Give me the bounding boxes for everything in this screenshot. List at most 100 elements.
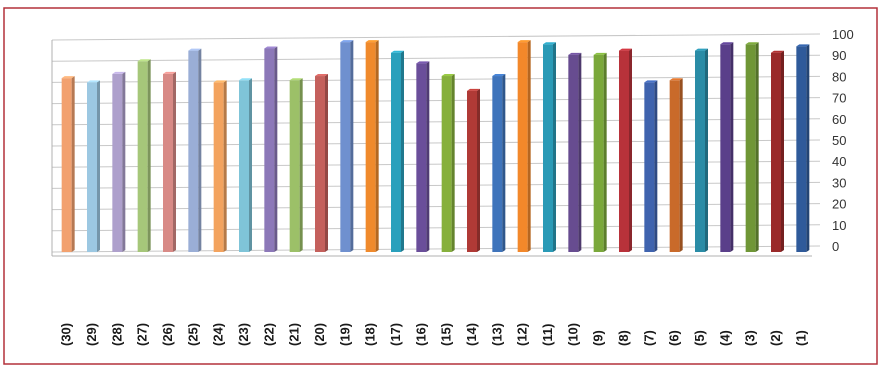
bar — [112, 73, 123, 252]
gridline — [51, 160, 821, 168]
bar-(21) — [289, 78, 303, 252]
gridline — [51, 203, 821, 211]
gridline — [51, 97, 821, 105]
bar-top — [163, 71, 176, 74]
bar-top — [796, 44, 810, 47]
bar — [315, 76, 325, 252]
x-tick-label: (18) — [363, 323, 378, 346]
bar-top — [568, 52, 582, 55]
gridline — [51, 118, 821, 126]
bar-side — [426, 61, 430, 252]
bar-side — [705, 48, 708, 252]
y-tick-label: 100 — [832, 27, 854, 42]
bar-side — [350, 40, 354, 253]
bar-top — [720, 42, 734, 45]
bar-(14) — [467, 88, 480, 252]
bar-side — [223, 80, 227, 253]
bar-side — [122, 71, 126, 252]
bar-top — [593, 52, 607, 55]
bar-(13) — [492, 74, 506, 252]
bar — [619, 50, 629, 252]
bar-top — [137, 59, 151, 62]
bar-(5) — [695, 48, 708, 252]
bar-side — [375, 40, 379, 253]
y-tick-label: 90 — [832, 48, 846, 63]
x-tick-label: (3) — [743, 330, 758, 346]
gridline — [51, 75, 821, 83]
bar-top — [695, 48, 708, 51]
gridline — [51, 245, 821, 253]
gridline — [51, 33, 821, 41]
y-tick-label: 50 — [832, 133, 846, 148]
bar-(20) — [315, 74, 328, 252]
x-tick-label: (16) — [413, 323, 428, 346]
bar-(9) — [593, 52, 607, 253]
bar — [745, 44, 756, 252]
y-tick-label: 20 — [832, 197, 846, 212]
x-tick-label: (2) — [768, 330, 783, 346]
bar-(27) — [137, 59, 151, 253]
bar-side — [249, 78, 252, 252]
x-tick-label: (14) — [464, 323, 479, 346]
x-tick-label: (21) — [287, 323, 302, 346]
bar-(29) — [87, 80, 100, 253]
bar-(11) — [543, 42, 556, 252]
bar — [239, 80, 249, 252]
bar-top — [543, 42, 556, 45]
bar — [771, 52, 781, 252]
bar-(15) — [441, 74, 455, 252]
x-tick-label: (9) — [591, 330, 606, 346]
bar-top — [441, 74, 455, 77]
x-tick-label: (17) — [388, 323, 403, 346]
bar-top — [87, 80, 100, 83]
y-tick-label: 60 — [832, 112, 846, 127]
x-tick-label: (25) — [185, 323, 200, 346]
bar-side — [603, 52, 607, 253]
bar-top — [213, 80, 227, 83]
bar-top — [365, 40, 379, 43]
bar — [365, 42, 376, 253]
y-tick-label: 30 — [832, 175, 846, 190]
bar-top — [61, 76, 75, 79]
y-tick-label: 70 — [832, 91, 846, 106]
x-tick-label: (10) — [565, 323, 580, 346]
bar — [87, 82, 97, 253]
bar-side — [755, 42, 759, 252]
bar — [467, 90, 477, 252]
bar-(16) — [416, 61, 430, 252]
x-axis-ticks: (30) (29) (28) (27) (26) (25) (24) (23) (22) (21)… — [59, 323, 809, 346]
bar — [416, 63, 427, 252]
x-tick-label: (4) — [717, 330, 732, 346]
bar-(4) — [720, 42, 734, 252]
x-tick-label: (1) — [793, 330, 808, 346]
x-tick-label: (5) — [692, 330, 707, 346]
bar-top — [289, 78, 303, 81]
bar-(17) — [391, 50, 404, 252]
bar-top — [492, 74, 506, 77]
x-tick-label: (7) — [641, 330, 656, 346]
bar-(2) — [771, 50, 784, 252]
bar-(22) — [264, 46, 278, 253]
bar-side — [299, 78, 303, 252]
bar-top — [391, 50, 404, 53]
bar — [441, 76, 452, 252]
bar-(6) — [669, 78, 683, 252]
x-tick-label: (27) — [135, 323, 150, 346]
gridlines — [51, 33, 821, 257]
bar-(25) — [188, 48, 202, 252]
y-tick-label: 40 — [832, 154, 846, 169]
bar-side — [147, 59, 151, 253]
bar-side — [401, 50, 404, 252]
bar — [289, 80, 300, 252]
bar — [669, 80, 680, 252]
bar-top — [771, 50, 784, 53]
x-tick-label: (30) — [59, 323, 74, 346]
y-axis-ticks: 0 10 20 30 40 50 60 70 80 90 100 — [832, 27, 854, 254]
bar-side — [553, 42, 556, 252]
x-tick-label: (8) — [616, 330, 631, 346]
gridline — [51, 224, 821, 232]
bar-top — [239, 78, 252, 81]
y-tick-label: 0 — [832, 239, 839, 254]
bar-side — [325, 74, 328, 252]
